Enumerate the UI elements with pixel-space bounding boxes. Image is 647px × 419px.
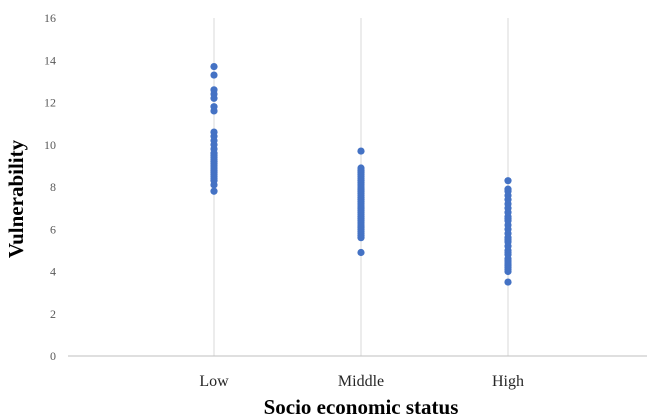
y-tick-label: 8 <box>50 180 56 194</box>
x-axis-ticks: Low Middle High <box>199 373 524 390</box>
y-tick-label: 16 <box>44 11 56 25</box>
x-tick-label: High <box>492 373 524 390</box>
data-point <box>357 147 365 155</box>
data-point <box>357 248 365 257</box>
data-point <box>504 177 512 185</box>
data-point <box>210 71 218 79</box>
y-tick-label: 4 <box>50 265 56 279</box>
y-tick-label: 0 <box>50 349 56 363</box>
data-point <box>504 278 512 286</box>
data-point <box>210 62 218 71</box>
y-tick-label: 2 <box>50 307 56 321</box>
x-tick-label: Middle <box>338 373 384 390</box>
data-point <box>210 181 218 189</box>
y-axis-ticks: 0 2 4 6 8 10 12 14 16 <box>44 11 56 363</box>
data-points <box>210 62 512 286</box>
data-point <box>210 187 218 195</box>
data-point <box>504 267 512 276</box>
y-tick-label: 14 <box>44 53 56 67</box>
y-axis-title: Vulnerability <box>4 139 28 258</box>
x-tick-label: Low <box>199 373 229 390</box>
y-tick-label: 10 <box>44 138 56 152</box>
data-point <box>210 94 218 102</box>
data-point <box>357 234 365 242</box>
y-tick-label: 6 <box>50 222 56 236</box>
y-tick-label: 12 <box>44 96 56 110</box>
x-axis-title: Socio economic status <box>264 395 459 419</box>
data-point <box>210 107 218 115</box>
